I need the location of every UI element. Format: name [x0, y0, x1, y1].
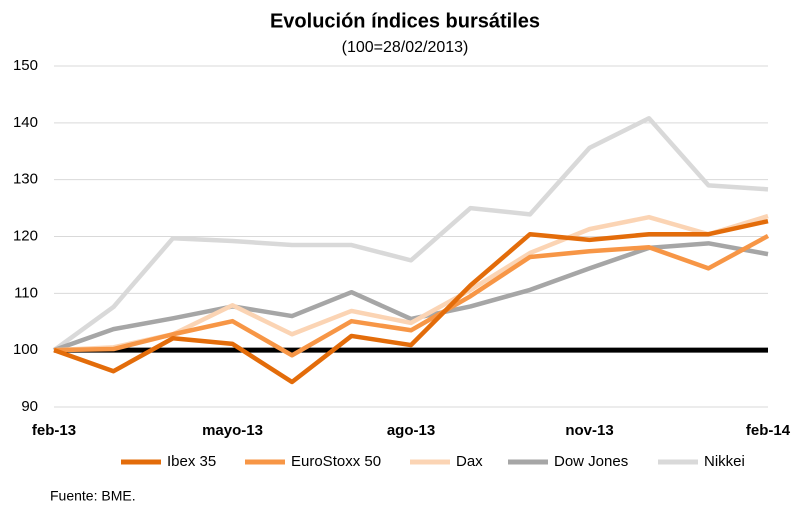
legend-label: Dow Jones [554, 453, 628, 470]
source-note: Fuente: BME. [50, 488, 136, 504]
y-tick-label: 110 [14, 284, 38, 301]
series-line [53, 233, 770, 358]
y-tick-label: 130 [13, 171, 38, 188]
y-tick-label: 120 [13, 227, 38, 244]
series-line [52, 116, 769, 352]
legend-label: EuroStoxx 50 [291, 453, 381, 470]
x-tick-label: feb-13 [32, 422, 76, 439]
y-tick-label: 90 [21, 398, 38, 415]
x-tick-label: feb-14 [746, 422, 791, 439]
series-line [53, 218, 769, 385]
y-tick-label: 140 [13, 114, 38, 131]
legend-label: Nikkei [704, 453, 745, 470]
y-tick-label: 100 [13, 341, 38, 358]
y-tick-label: 150 [13, 57, 38, 74]
chart-subtitle: (100=28/02/2013) [342, 39, 469, 56]
x-tick-label: nov-13 [565, 422, 613, 439]
legend-label: Dax [456, 453, 483, 470]
x-tick-label: ago-13 [387, 422, 435, 439]
x-tick-label: mayo-13 [202, 422, 263, 439]
legend-label: Ibex 35 [167, 453, 216, 470]
chart-title: Evolución índices bursátiles [270, 10, 540, 32]
